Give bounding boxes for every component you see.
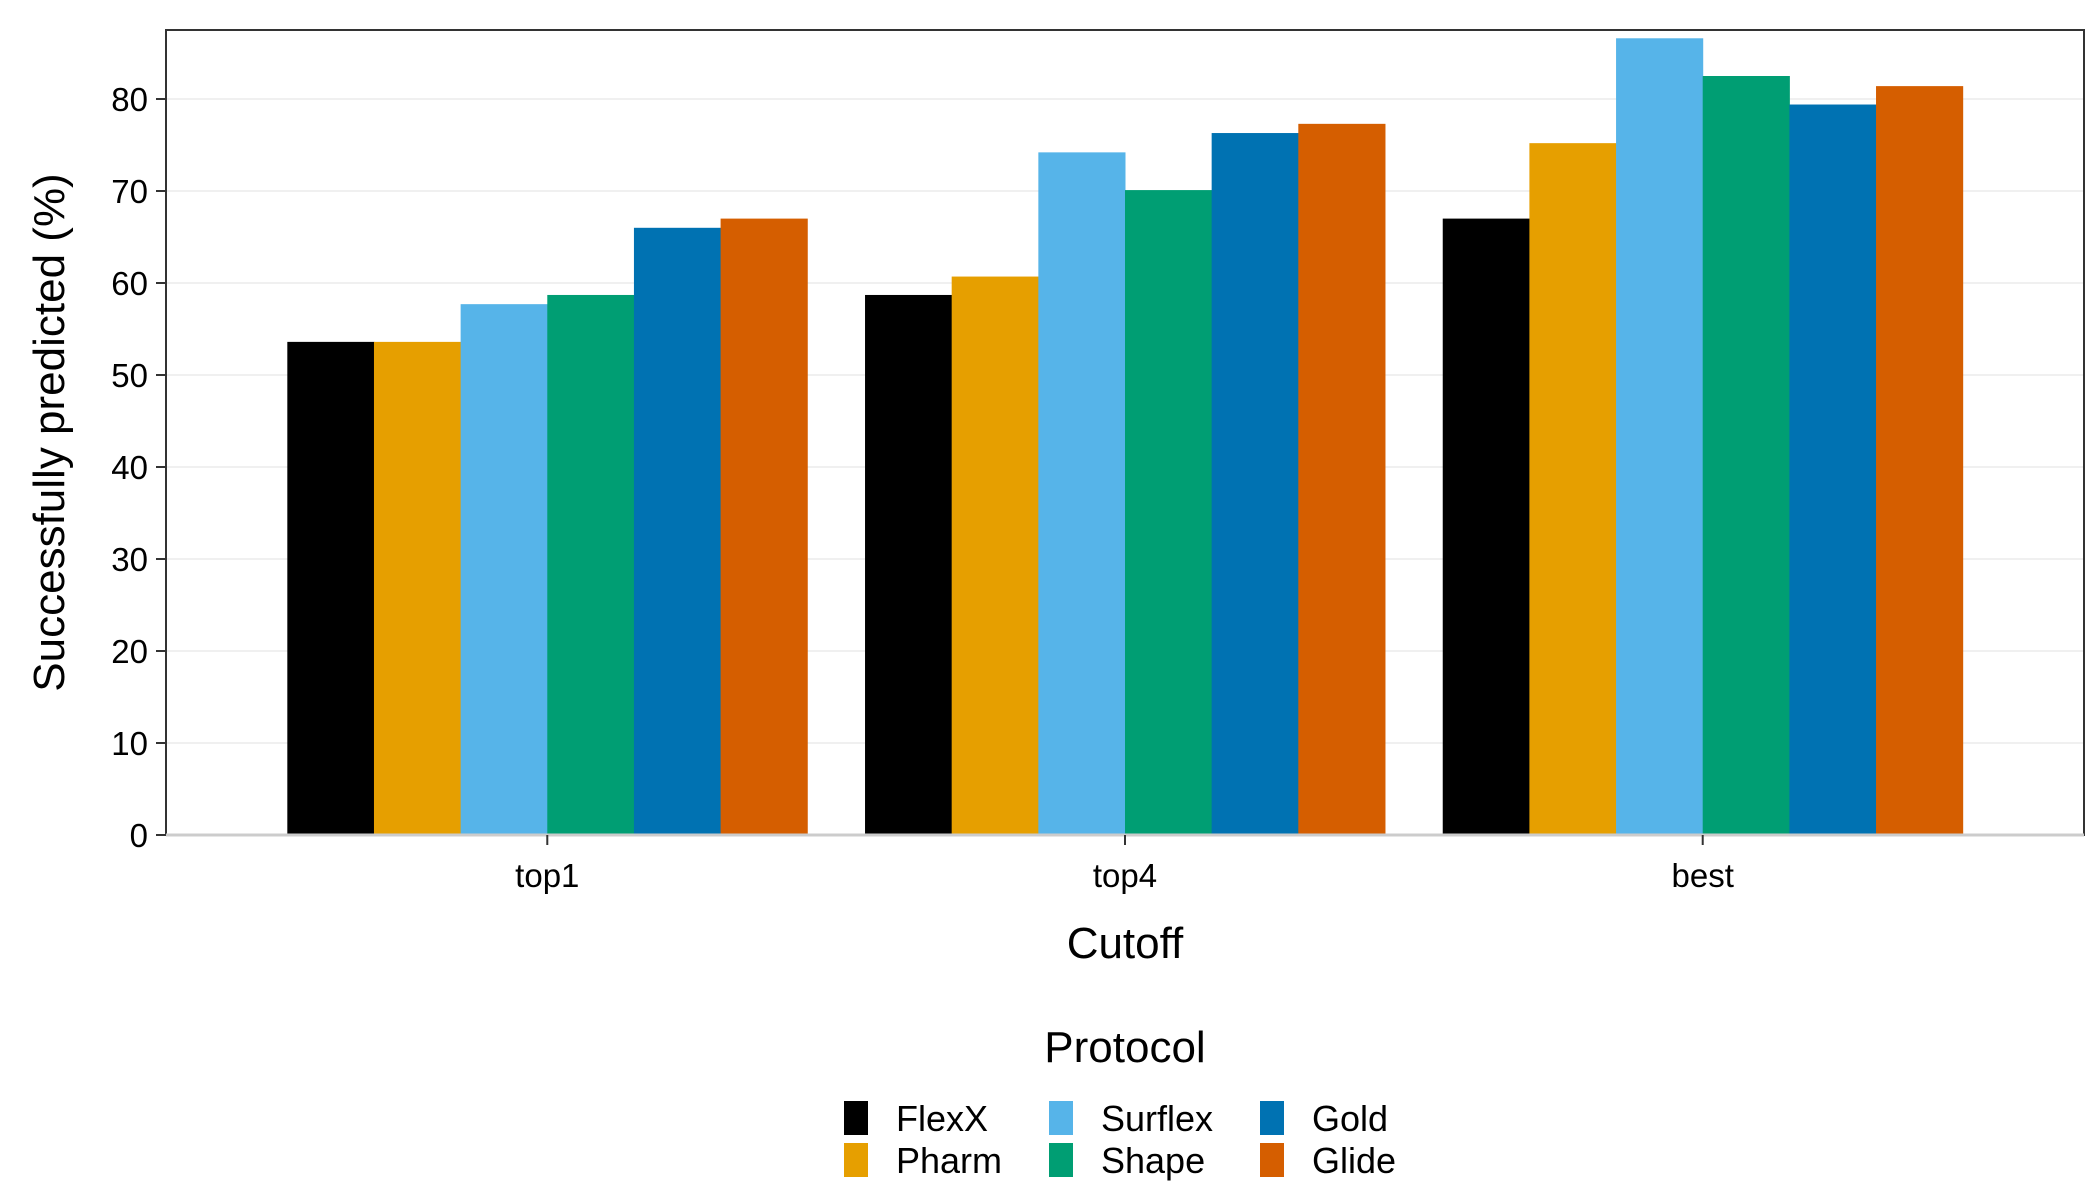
legend-label-glide: Glide (1312, 1140, 1396, 1181)
bar-surflex-top1 (460, 304, 548, 835)
y-tick-label: 70 (111, 173, 148, 210)
y-tick-label: 10 (111, 725, 148, 762)
y-axis: 0 10 20 30 40 50 60 70 80 (111, 81, 166, 854)
bar-pharm-best (1529, 143, 1617, 835)
legend-label-surflex: Surflex (1101, 1098, 1213, 1139)
y-tick-label: 50 (111, 357, 148, 394)
legend-title: Protocol (1044, 1023, 1205, 1072)
legend-label-flexx: FlexX (896, 1098, 988, 1139)
bar-pharm-top4 (951, 276, 1039, 835)
bar-shape-top4 (1125, 190, 1213, 835)
bar-flexx-top1 (287, 341, 375, 835)
bar-flexx-best (1442, 218, 1530, 836)
y-tick-label: 30 (111, 541, 148, 578)
bar-gold-top1 (633, 227, 722, 836)
bar-glide-best (1876, 86, 1964, 836)
x-tick-label: top4 (1093, 857, 1157, 894)
y-tick-label: 40 (111, 449, 148, 486)
legend-key-flexx (844, 1101, 868, 1135)
legend-key-gold (1260, 1101, 1284, 1135)
bar-surflex-best (1616, 38, 1704, 835)
y-tick-label: 60 (111, 265, 148, 302)
x-tick-label: top1 (515, 857, 579, 894)
legend-label-shape: Shape (1101, 1140, 1205, 1181)
bar-pharm-top1 (373, 341, 462, 835)
legend-key-glide (1260, 1143, 1284, 1177)
y-axis-title: Successfully predicted (%) (25, 173, 74, 691)
x-tick-label: best (1672, 857, 1734, 894)
bar-glide-top1 (720, 218, 808, 836)
bar-flexx-top4 (865, 294, 953, 836)
y-tick-label: 80 (111, 81, 148, 118)
bar-shape-best (1702, 76, 1790, 835)
legend-key-pharm (844, 1143, 868, 1177)
legend-label-pharm: Pharm (896, 1140, 1002, 1181)
x-axis: top1 top4 best (515, 835, 1734, 894)
bars (287, 38, 1964, 836)
legend-key-surflex (1049, 1101, 1073, 1135)
legend-label-gold: Gold (1312, 1098, 1388, 1139)
bar-gold-top4 (1211, 133, 1299, 836)
bar-gold-best (1789, 104, 1877, 835)
legend-key-shape (1049, 1143, 1073, 1177)
y-tick-label: 20 (111, 633, 148, 670)
bar-shape-top1 (547, 294, 635, 836)
x-axis-title: Cutoff (1067, 919, 1184, 968)
y-tick-label: 0 (130, 817, 148, 854)
bar-glide-top4 (1298, 123, 1386, 836)
bar-surflex-top4 (1038, 152, 1126, 836)
